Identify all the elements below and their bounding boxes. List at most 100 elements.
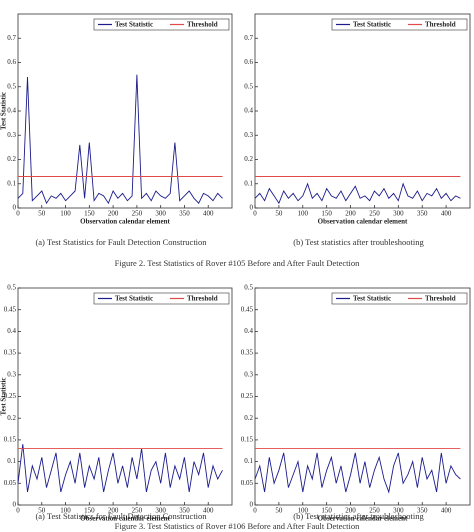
y-tick-label: 0.2 — [244, 414, 253, 422]
y-tick-label: 0.25 — [241, 392, 254, 400]
x-tick-label: 400 — [441, 210, 452, 218]
legend-label: Test Statistic — [353, 294, 391, 302]
x-tick-label: 100 — [60, 210, 71, 218]
y-tick-label: 0.4 — [7, 107, 16, 115]
x-tick-label: 250 — [369, 210, 380, 218]
y-axis-label: Test Statistic — [0, 92, 8, 130]
x-tick-label: 0 — [253, 210, 257, 218]
x-tick-label: 0 — [16, 507, 20, 515]
x-tick-label: 300 — [155, 507, 166, 515]
x-tick-label: 400 — [203, 210, 214, 218]
legend — [331, 18, 468, 31]
x-tick-label: 150 — [84, 507, 95, 515]
y-tick-label: 0.45 — [241, 305, 254, 313]
y-axis-label: Test Statistic — [0, 377, 8, 415]
x-tick-label: 50 — [275, 507, 283, 515]
y-tick-label: 0.3 — [7, 370, 16, 378]
y-tick-label: 0.45 — [4, 305, 17, 313]
y-tick-label: 0 — [250, 204, 254, 212]
legend-label: Test Statistic — [115, 20, 153, 28]
y-tick-label: 0.1 — [244, 457, 253, 465]
x-tick-label: 250 — [369, 507, 380, 515]
x-axis-label: Observation calendar element — [80, 515, 170, 523]
y-tick-label: 0.4 — [244, 327, 253, 335]
y-tick-label: 0.2 — [7, 155, 16, 163]
series-line — [17, 74, 223, 205]
x-axis-label: Observation calendar element — [80, 218, 170, 226]
x-tick-label: 50 — [38, 507, 46, 515]
plot-area — [17, 13, 233, 209]
x-tick-label: 350 — [179, 210, 190, 218]
x-tick-label: 350 — [417, 210, 428, 218]
x-tick-label: 350 — [417, 507, 428, 515]
y-tick-label: 0.3 — [244, 131, 253, 139]
y-tick-label: 0.5 — [244, 82, 253, 90]
y-tick-label: 0.2 — [7, 414, 16, 422]
figure-caption: Figure 3. Test Statistics of Rover #106 … — [115, 521, 361, 531]
x-tick-label: 50 — [275, 210, 283, 218]
x-tick-label: 200 — [345, 507, 356, 515]
plot-area — [254, 13, 471, 209]
legend-label: Threshold — [425, 20, 456, 28]
x-tick-label: 0 — [16, 210, 20, 218]
subcaption: (b) Test statistics after troubleshootin… — [293, 511, 424, 521]
y-tick-label: 0.05 — [4, 479, 17, 487]
series-line — [254, 182, 461, 205]
x-tick-label: 250 — [132, 210, 143, 218]
y-tick-label: 0.6 — [7, 58, 16, 66]
x-tick-label: 400 — [203, 507, 214, 515]
legend — [331, 292, 468, 305]
y-tick-label: 0.25 — [4, 392, 17, 400]
x-tick-label: 150 — [321, 210, 332, 218]
x-tick-label: 100 — [298, 210, 309, 218]
plot-area — [17, 287, 233, 506]
subcaption: (a) Test Statistics for Fault Detection … — [35, 237, 207, 247]
x-axis-label: Observation calendar element — [318, 218, 408, 226]
x-axis-label: Observation calendar element — [318, 515, 408, 523]
y-tick-label: 0.15 — [241, 436, 254, 444]
y-tick-label: 0.05 — [241, 479, 254, 487]
y-tick-label: 0.7 — [244, 34, 253, 42]
y-tick-label: 0.4 — [244, 107, 253, 115]
y-tick-label: 0.3 — [7, 131, 16, 139]
x-tick-label: 50 — [38, 210, 46, 218]
x-tick-label: 100 — [298, 507, 309, 515]
y-tick-label: 0 — [13, 204, 17, 212]
x-tick-label: 200 — [108, 210, 119, 218]
y-tick-label: 0.3 — [244, 370, 253, 378]
legend — [93, 292, 230, 305]
legend-label: Threshold — [425, 294, 456, 302]
y-tick-label: 0.7 — [7, 34, 16, 42]
y-tick-label: 0.4 — [7, 327, 16, 335]
x-tick-label: 150 — [321, 507, 332, 515]
y-tick-label: 0.1 — [7, 457, 16, 465]
x-tick-label: 0 — [253, 507, 257, 515]
y-tick-label: 0.2 — [244, 155, 253, 163]
x-tick-label: 300 — [393, 507, 404, 515]
x-tick-label: 150 — [84, 210, 95, 218]
x-tick-label: 300 — [155, 210, 166, 218]
series-line — [17, 444, 223, 493]
legend-label: Test Statistic — [115, 294, 153, 302]
x-tick-label: 250 — [132, 507, 143, 515]
subcaption: (b) Test statistics after troubleshootin… — [293, 237, 424, 247]
figure-caption: Figure 2. Test Statistics of Rover #105 … — [115, 258, 361, 268]
legend-label: Threshold — [187, 294, 218, 302]
y-tick-label: 0.5 — [7, 82, 16, 90]
legend-label: Threshold — [187, 20, 218, 28]
legend — [93, 18, 230, 31]
x-tick-label: 100 — [60, 507, 71, 515]
y-tick-label: 0 — [13, 501, 17, 509]
legend-label: Test Statistic — [353, 20, 391, 28]
y-tick-label: 0.5 — [244, 284, 253, 292]
y-tick-label: 0.35 — [241, 349, 254, 357]
x-tick-label: 350 — [179, 507, 190, 515]
x-tick-label: 200 — [345, 210, 356, 218]
x-tick-label: 400 — [441, 507, 452, 515]
y-tick-label: 0.1 — [244, 179, 253, 187]
y-tick-label: 0.5 — [7, 284, 16, 292]
y-tick-label: 0.15 — [4, 436, 17, 444]
x-tick-label: 300 — [393, 210, 404, 218]
y-tick-label: 0.6 — [244, 58, 253, 66]
